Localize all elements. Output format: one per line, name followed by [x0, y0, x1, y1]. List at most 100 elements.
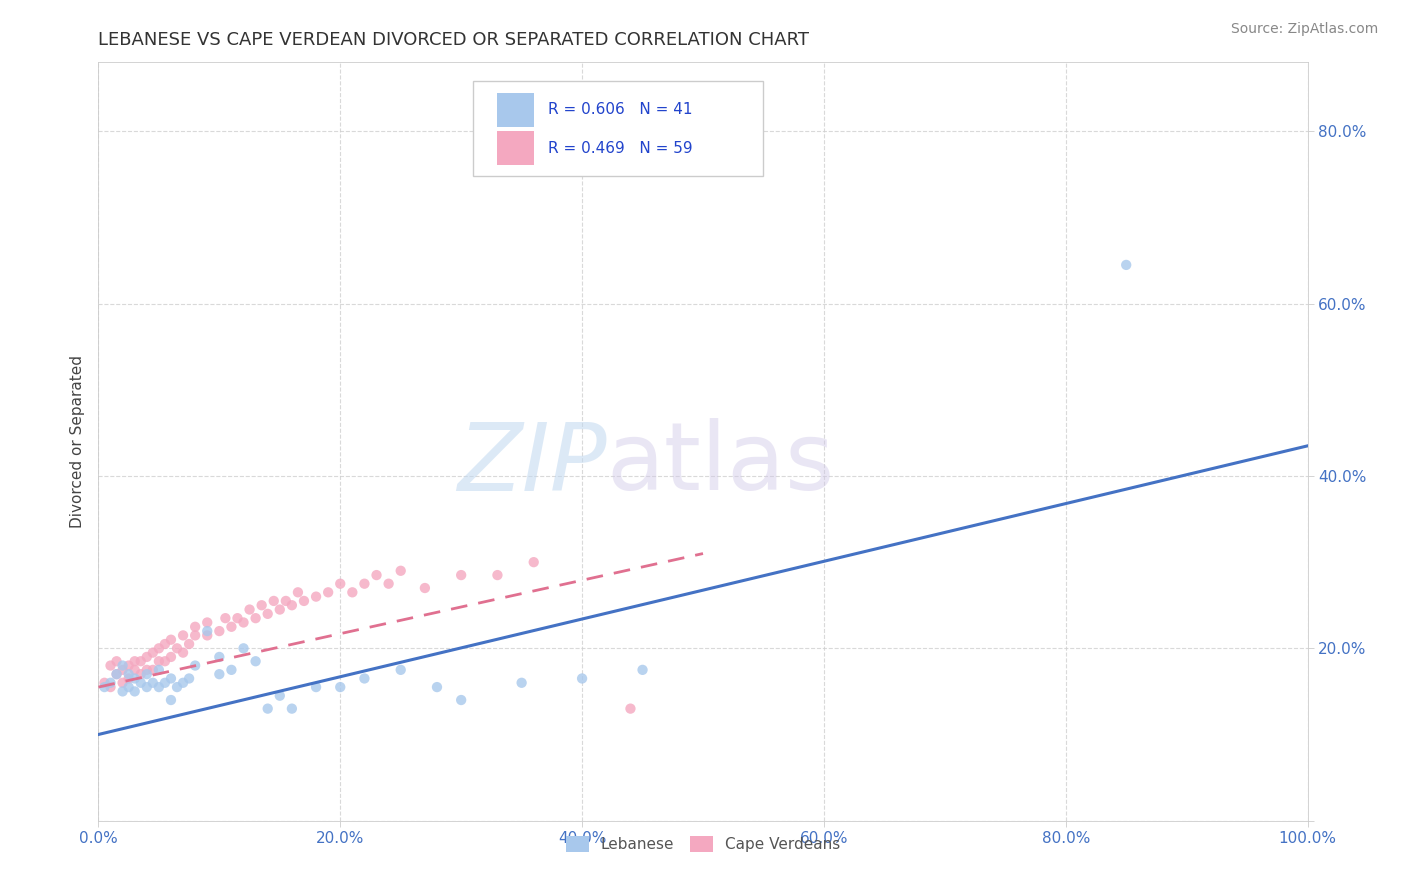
Text: ZIP: ZIP	[457, 418, 606, 510]
Point	[148, 680, 170, 694]
Point	[305, 680, 328, 694]
Point	[148, 641, 170, 656]
Point	[426, 680, 449, 694]
Point	[160, 649, 183, 664]
Point	[292, 594, 315, 608]
Y-axis label: Divorced or Separated: Divorced or Separated	[69, 355, 84, 528]
Point	[129, 654, 152, 668]
Point	[619, 701, 641, 715]
Point	[172, 675, 194, 690]
Point	[208, 667, 231, 681]
Point	[450, 568, 472, 582]
Point	[221, 663, 243, 677]
Point	[124, 684, 146, 698]
Text: LEBANESE VS CAPE VERDEAN DIVORCED OR SEPARATED CORRELATION CHART: LEBANESE VS CAPE VERDEAN DIVORCED OR SEP…	[98, 31, 810, 49]
Point	[160, 672, 183, 686]
Text: atlas: atlas	[606, 418, 835, 510]
Point	[631, 663, 654, 677]
Point	[256, 607, 278, 621]
Point	[142, 675, 165, 690]
Point	[129, 675, 152, 690]
Point	[226, 611, 249, 625]
Point	[281, 599, 304, 613]
Point	[118, 680, 141, 694]
Point	[329, 576, 352, 591]
Point	[305, 590, 328, 604]
Point	[118, 667, 141, 681]
Point	[111, 658, 134, 673]
Point	[124, 672, 146, 686]
Point	[184, 658, 207, 673]
Point	[486, 568, 509, 582]
Point	[153, 637, 176, 651]
Point	[269, 689, 291, 703]
Point	[281, 701, 304, 715]
Point	[172, 646, 194, 660]
Point	[105, 667, 128, 681]
Point	[124, 663, 146, 677]
Point	[124, 654, 146, 668]
Point	[263, 594, 285, 608]
Point	[450, 693, 472, 707]
Point	[208, 624, 231, 639]
Point	[179, 672, 201, 686]
Point	[142, 646, 165, 660]
Text: R = 0.606   N = 41: R = 0.606 N = 41	[548, 103, 693, 118]
Point	[93, 675, 115, 690]
Point	[172, 628, 194, 642]
Point	[353, 672, 375, 686]
Point	[523, 555, 546, 569]
Point	[256, 701, 278, 715]
Point	[353, 576, 375, 591]
Point	[571, 672, 593, 686]
Point	[287, 585, 309, 599]
Point	[135, 663, 157, 677]
Point	[366, 568, 388, 582]
Point	[239, 602, 262, 616]
Point	[184, 620, 207, 634]
FancyBboxPatch shape	[498, 131, 534, 165]
Point	[245, 654, 267, 668]
Point	[135, 649, 157, 664]
Point	[153, 675, 176, 690]
Point	[377, 576, 399, 591]
Point	[135, 667, 157, 681]
Legend: Lebanese, Cape Verdeans: Lebanese, Cape Verdeans	[560, 830, 846, 858]
Point	[208, 649, 231, 664]
Point	[100, 680, 122, 694]
Point	[389, 663, 412, 677]
Text: Source: ZipAtlas.com: Source: ZipAtlas.com	[1230, 22, 1378, 37]
Point	[105, 654, 128, 668]
Point	[250, 599, 273, 613]
Point	[111, 663, 134, 677]
Point	[129, 667, 152, 681]
Point	[221, 620, 243, 634]
FancyBboxPatch shape	[474, 81, 763, 177]
Point	[100, 658, 122, 673]
Point	[214, 611, 236, 625]
Point	[100, 675, 122, 690]
Point	[135, 680, 157, 694]
Point	[195, 615, 218, 630]
Point	[166, 641, 188, 656]
Point	[148, 663, 170, 677]
FancyBboxPatch shape	[498, 93, 534, 127]
Point	[118, 658, 141, 673]
Point	[245, 611, 267, 625]
Point	[153, 654, 176, 668]
Point	[232, 615, 254, 630]
Point	[111, 675, 134, 690]
Point	[142, 663, 165, 677]
Point	[179, 637, 201, 651]
Point	[195, 628, 218, 642]
Point	[160, 693, 183, 707]
Point	[160, 632, 183, 647]
Text: R = 0.469   N = 59: R = 0.469 N = 59	[548, 141, 693, 156]
Point	[118, 672, 141, 686]
Point	[111, 684, 134, 698]
Point	[184, 628, 207, 642]
Point	[93, 680, 115, 694]
Point	[269, 602, 291, 616]
Point	[105, 667, 128, 681]
Point	[510, 675, 533, 690]
